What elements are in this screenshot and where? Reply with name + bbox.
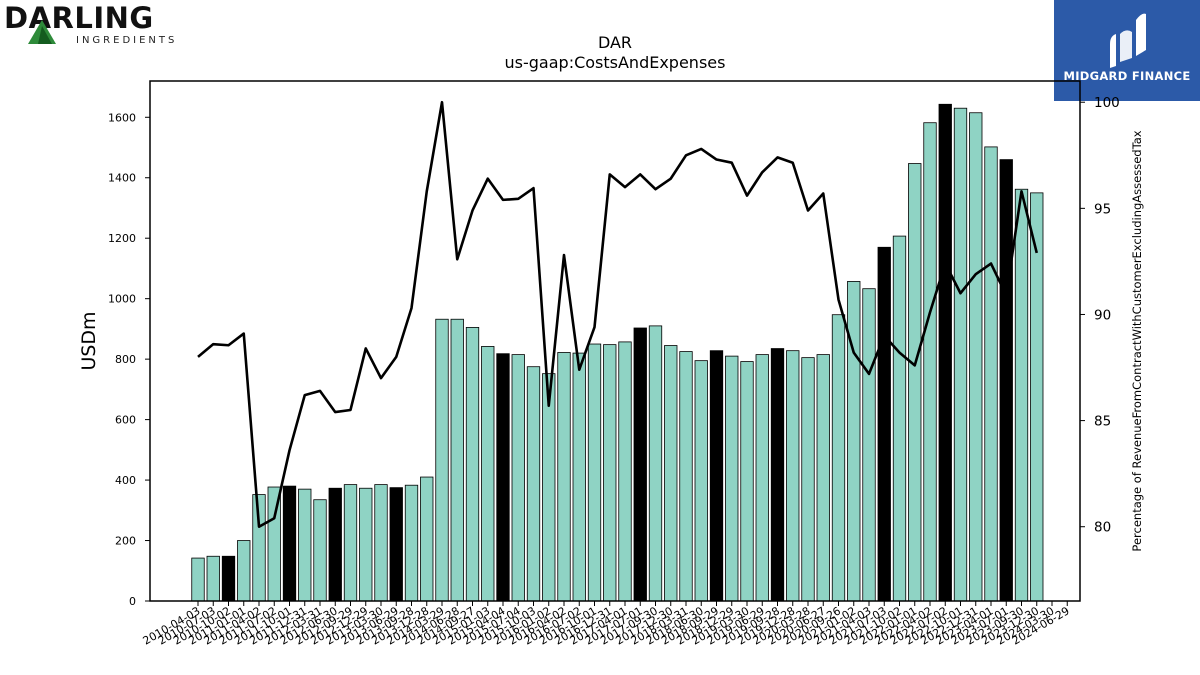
bar-2021-01-02 [847, 281, 861, 602]
bar-2013-06-29 [389, 487, 403, 602]
bar-2010-07-03 [206, 555, 220, 602]
bar-2010-04-03 [191, 557, 205, 602]
midgard-mark-icon [1110, 13, 1146, 68]
bar-2015-04-04 [496, 353, 510, 602]
y-tick-label: 1200 [108, 232, 136, 245]
midgard-finance-logo: MIDGARD FINANCE [1054, 0, 1200, 101]
bar-2022-04-02 [923, 122, 937, 602]
chart-subtitle: us-gaap:CostsAndExpenses [505, 53, 726, 72]
y2-tick-label: 95 [1094, 201, 1111, 217]
bar-2011-12-31 [298, 488, 312, 602]
y-tick-label: 800 [115, 353, 136, 366]
chart-title: DAR [598, 33, 632, 52]
bar-2021-10-02 [892, 235, 907, 602]
bar-2016-12-31 [603, 344, 617, 602]
y-tick-label: 200 [115, 535, 136, 548]
bar-2022-07-02 [938, 103, 952, 602]
bar-2016-01-02 [542, 373, 556, 602]
darling-logo-wordmark: DARLING [4, 1, 154, 35]
line-series [197, 100, 1039, 529]
bar-2021-04-03 [862, 288, 876, 602]
y-tick-label: 0 [129, 595, 136, 608]
y2-tick-label: 80 [1094, 520, 1111, 536]
y-tick-label: 1400 [108, 172, 136, 185]
bar-2016-04-02 [557, 352, 571, 602]
bar-2012-06-30 [328, 487, 342, 602]
midgard-logo-text: MIDGARD FINANCE [1063, 69, 1191, 83]
bar-2012-09-29 [343, 484, 358, 602]
bar-2012-12-29 [359, 487, 373, 602]
y-tick-label: 400 [115, 474, 136, 487]
bar-2010-10-02 [221, 555, 236, 602]
x-axis: 2010-04-032010-07-032010-10-022011-01-01… [141, 601, 1072, 648]
y-axis-label: USDm [78, 311, 100, 370]
bar-2021-07-03 [877, 246, 891, 602]
bar-2014-09-27 [465, 326, 480, 602]
bar-2019-03-30 [740, 361, 754, 602]
bar-2020-06-27 [816, 354, 830, 602]
darling-leaf-icon [28, 20, 56, 44]
bar-2016-07-02 [572, 352, 586, 602]
bar-2018-03-31 [679, 351, 693, 602]
bar-2011-10-01 [282, 485, 297, 602]
bar-2015-10-03 [526, 366, 541, 602]
bar-2015-07-04 [511, 354, 525, 602]
y-tick-label: 1600 [108, 111, 136, 124]
bar-2023-09-30 [1014, 188, 1029, 602]
y2-axis-label: Percentage of RevenueFromContractWithCus… [1130, 130, 1144, 551]
bar-2020-03-28 [801, 357, 815, 602]
bar-2017-09-30 [648, 325, 663, 602]
bar-2017-07-01 [633, 327, 647, 602]
darling-ingredients-logo: DARLING INGREDIENTS [4, 2, 174, 50]
left-y-axis: 0 200 400 600 800 1000 1200 1400 1600 [108, 111, 150, 608]
bar-2018-12-29 [725, 355, 739, 602]
y2-tick-label: 90 [1094, 307, 1111, 323]
y2-tick-label: 85 [1094, 414, 1111, 430]
bar-2022-12-31 [969, 112, 983, 602]
bar-2022-10-01 [953, 107, 968, 602]
bar-2019-12-28 [786, 350, 800, 602]
bar-2023-04-01 [984, 146, 998, 602]
bar-2014-03-29 [435, 318, 449, 602]
line-path [197, 100, 1039, 529]
bar-2020-09-26 [831, 314, 846, 602]
bar-2023-12-30 [1030, 192, 1044, 602]
y-tick-label: 1000 [108, 293, 136, 306]
bar-2013-12-28 [420, 476, 434, 602]
bar-2016-10-01 [587, 343, 602, 602]
bar-2017-12-30 [664, 345, 678, 602]
bar-2018-09-29 [709, 350, 724, 602]
bar-2018-06-30 [694, 360, 708, 602]
bar-2017-04-01 [618, 341, 632, 602]
bar-2012-03-31 [313, 499, 327, 602]
bar-2023-07-01 [999, 159, 1013, 602]
bar-2022-01-01 [908, 163, 922, 602]
y2-tick-label: 100 [1094, 95, 1120, 111]
plot-frame [149, 80, 1081, 602]
bar-2019-09-28 [770, 348, 785, 602]
bar-2015-01-03 [481, 346, 495, 602]
bar-2013-03-30 [374, 484, 388, 602]
bar-series [191, 103, 1044, 602]
y-tick-label: 600 [115, 414, 136, 427]
bar-2013-09-28 [404, 484, 419, 602]
bar-2014-06-28 [450, 318, 464, 602]
bar-2019-06-29 [755, 354, 769, 602]
right-y-axis: 80 85 90 95 100 [1080, 95, 1120, 536]
bar-2011-01-01 [237, 540, 251, 602]
darling-logo-subtext: INGREDIENTS [76, 35, 178, 46]
